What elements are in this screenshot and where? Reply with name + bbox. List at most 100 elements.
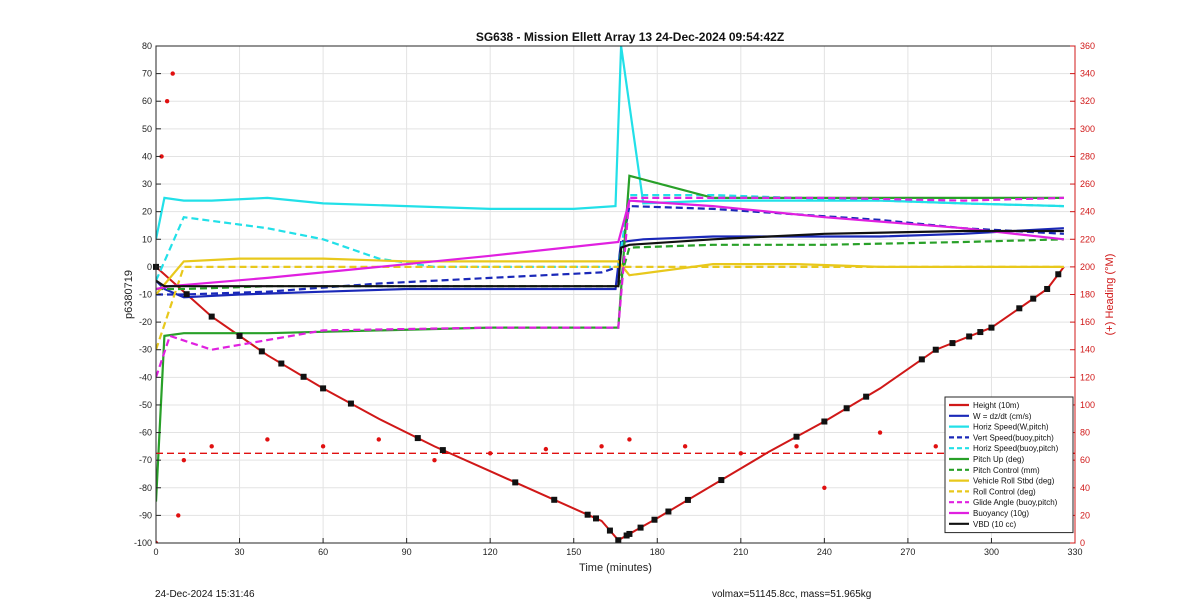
y-axis-right-ticks: 0 20 40 60 80 100 120 140 160 180 200 220 240 260 280 3… <box>1070 41 1095 548</box>
y-right-tick-label: 20 <box>1080 510 1090 520</box>
y-tick-label: 80 <box>142 41 152 51</box>
height-marker <box>551 496 558 503</box>
heading-point <box>376 437 381 442</box>
plot-area: 0 30 60 90 120 150 180 210 240 270 300 330 -100-90-… <box>134 41 1095 557</box>
y-tick-label: -40 <box>139 372 152 382</box>
height-marker <box>977 329 984 336</box>
legend-label: Vehicle Roll Stbd (deg) <box>973 477 1055 486</box>
heading-point <box>933 444 938 449</box>
y-right-tick-label: 100 <box>1080 400 1095 410</box>
height-marker <box>988 324 995 331</box>
series-line-2 <box>156 46 1064 240</box>
height-marker <box>651 516 658 523</box>
y-right-tick-label: 180 <box>1080 290 1095 300</box>
height-marker <box>347 400 354 407</box>
heading-point <box>738 451 744 456</box>
legend-label: Vert Speed(buoy,pitch) <box>973 433 1054 442</box>
y-right-tick-label: 360 <box>1080 41 1095 51</box>
height-marker <box>320 385 327 392</box>
height-marker <box>1055 271 1062 278</box>
y-right-tick-label: 280 <box>1080 151 1095 161</box>
series-line-1 <box>156 227 1064 299</box>
y-tick-label: -70 <box>139 455 152 465</box>
height-marker <box>300 373 307 380</box>
heading-point <box>159 154 164 159</box>
height-marker <box>637 524 644 531</box>
x-axis-ticks: 0 30 60 90 120 150 180 210 240 270 300 330 <box>153 538 1083 557</box>
y-right-tick-label: 0 <box>1080 538 1085 548</box>
heading-point <box>599 444 604 449</box>
height-marker <box>606 527 613 534</box>
y-right-tick-label: 140 <box>1080 345 1095 355</box>
y-right-tick-label: 200 <box>1080 262 1095 272</box>
y-right-tick-label: 260 <box>1080 179 1095 189</box>
legend-label: Buoyancy (10g) <box>973 509 1029 518</box>
heading-point <box>176 513 181 518</box>
y-tick-label: -80 <box>139 483 152 493</box>
x-tick-label: 210 <box>733 547 748 557</box>
height-marker <box>615 537 622 544</box>
series-line-7 <box>156 257 1064 296</box>
heading-point <box>170 71 175 76</box>
height-marker <box>414 435 421 442</box>
height-marker <box>949 340 956 347</box>
y-right-tick-label: 240 <box>1080 207 1095 217</box>
height-marker <box>718 477 725 484</box>
x-tick-label: 330 <box>1067 547 1082 557</box>
legend-label: VBD (10 cc) <box>973 520 1016 529</box>
x-tick-label: 240 <box>817 547 832 557</box>
height-marker <box>966 333 973 340</box>
series-line-10 <box>156 199 1065 291</box>
height-marker <box>918 356 925 363</box>
heading-point <box>209 444 214 449</box>
y-right-tick-label: 320 <box>1080 96 1095 106</box>
y-tick-label: -100 <box>134 538 152 548</box>
y-tick-label: -60 <box>139 428 152 438</box>
height-marker <box>843 405 850 412</box>
height-marker <box>932 346 939 353</box>
heading-point <box>822 485 827 490</box>
series-line-9 <box>156 196 1064 378</box>
height-marker <box>208 313 215 320</box>
y-tick-label: 0 <box>147 262 152 272</box>
legend-label: Horiz Speed(W,pitch) <box>973 423 1049 432</box>
height-marker <box>821 418 828 425</box>
legend-label: Roll Control (deg) <box>973 487 1036 496</box>
height-marker <box>236 332 243 339</box>
y-right-tick-label: 160 <box>1080 317 1095 327</box>
height-marker <box>626 530 633 537</box>
heading-point <box>543 446 549 452</box>
x-tick-label: 180 <box>650 547 665 557</box>
y-right-tick-label: 40 <box>1080 483 1090 493</box>
y-tick-label: 20 <box>142 207 152 217</box>
height-marker <box>183 291 190 298</box>
series-line-8 <box>156 265 1064 351</box>
height-marker <box>593 515 600 522</box>
legend-label: Pitch Up (deg) <box>973 455 1024 464</box>
y-tick-label: -10 <box>139 290 152 300</box>
y-tick-label: -90 <box>139 510 152 520</box>
heading-point <box>265 437 270 442</box>
y-tick-label: 40 <box>142 151 152 161</box>
height-marker <box>1030 295 1037 302</box>
heading-point <box>181 457 187 463</box>
y-tick-label: 50 <box>142 124 152 134</box>
heading-point <box>432 457 437 463</box>
height-marker <box>1016 305 1023 312</box>
y-right-tick-label: 60 <box>1080 455 1090 465</box>
y-tick-label: -50 <box>139 400 152 410</box>
height-marker <box>684 496 691 503</box>
y-right-tick-label: 300 <box>1080 124 1095 134</box>
y-tick-label: 10 <box>142 234 152 244</box>
legend-label: Pitch Control (mm) <box>973 466 1040 475</box>
legend: Height (10m) W = dz/dt (cm/s) Horiz Speed(… <box>944 396 1074 534</box>
height-marker <box>584 511 591 518</box>
series-line-11 <box>156 229 1064 288</box>
y-tick-label: 60 <box>142 96 152 106</box>
y-right-tick-label: 120 <box>1080 372 1095 382</box>
y-axis-ticks: -100-90-80-70-60-50-40-30-20-10010203040… <box>134 41 161 548</box>
footer-timestamp: 24-Dec-2024 15:31:46 <box>155 589 255 600</box>
x-tick-label: 30 <box>235 547 245 557</box>
heading-point <box>627 437 632 442</box>
